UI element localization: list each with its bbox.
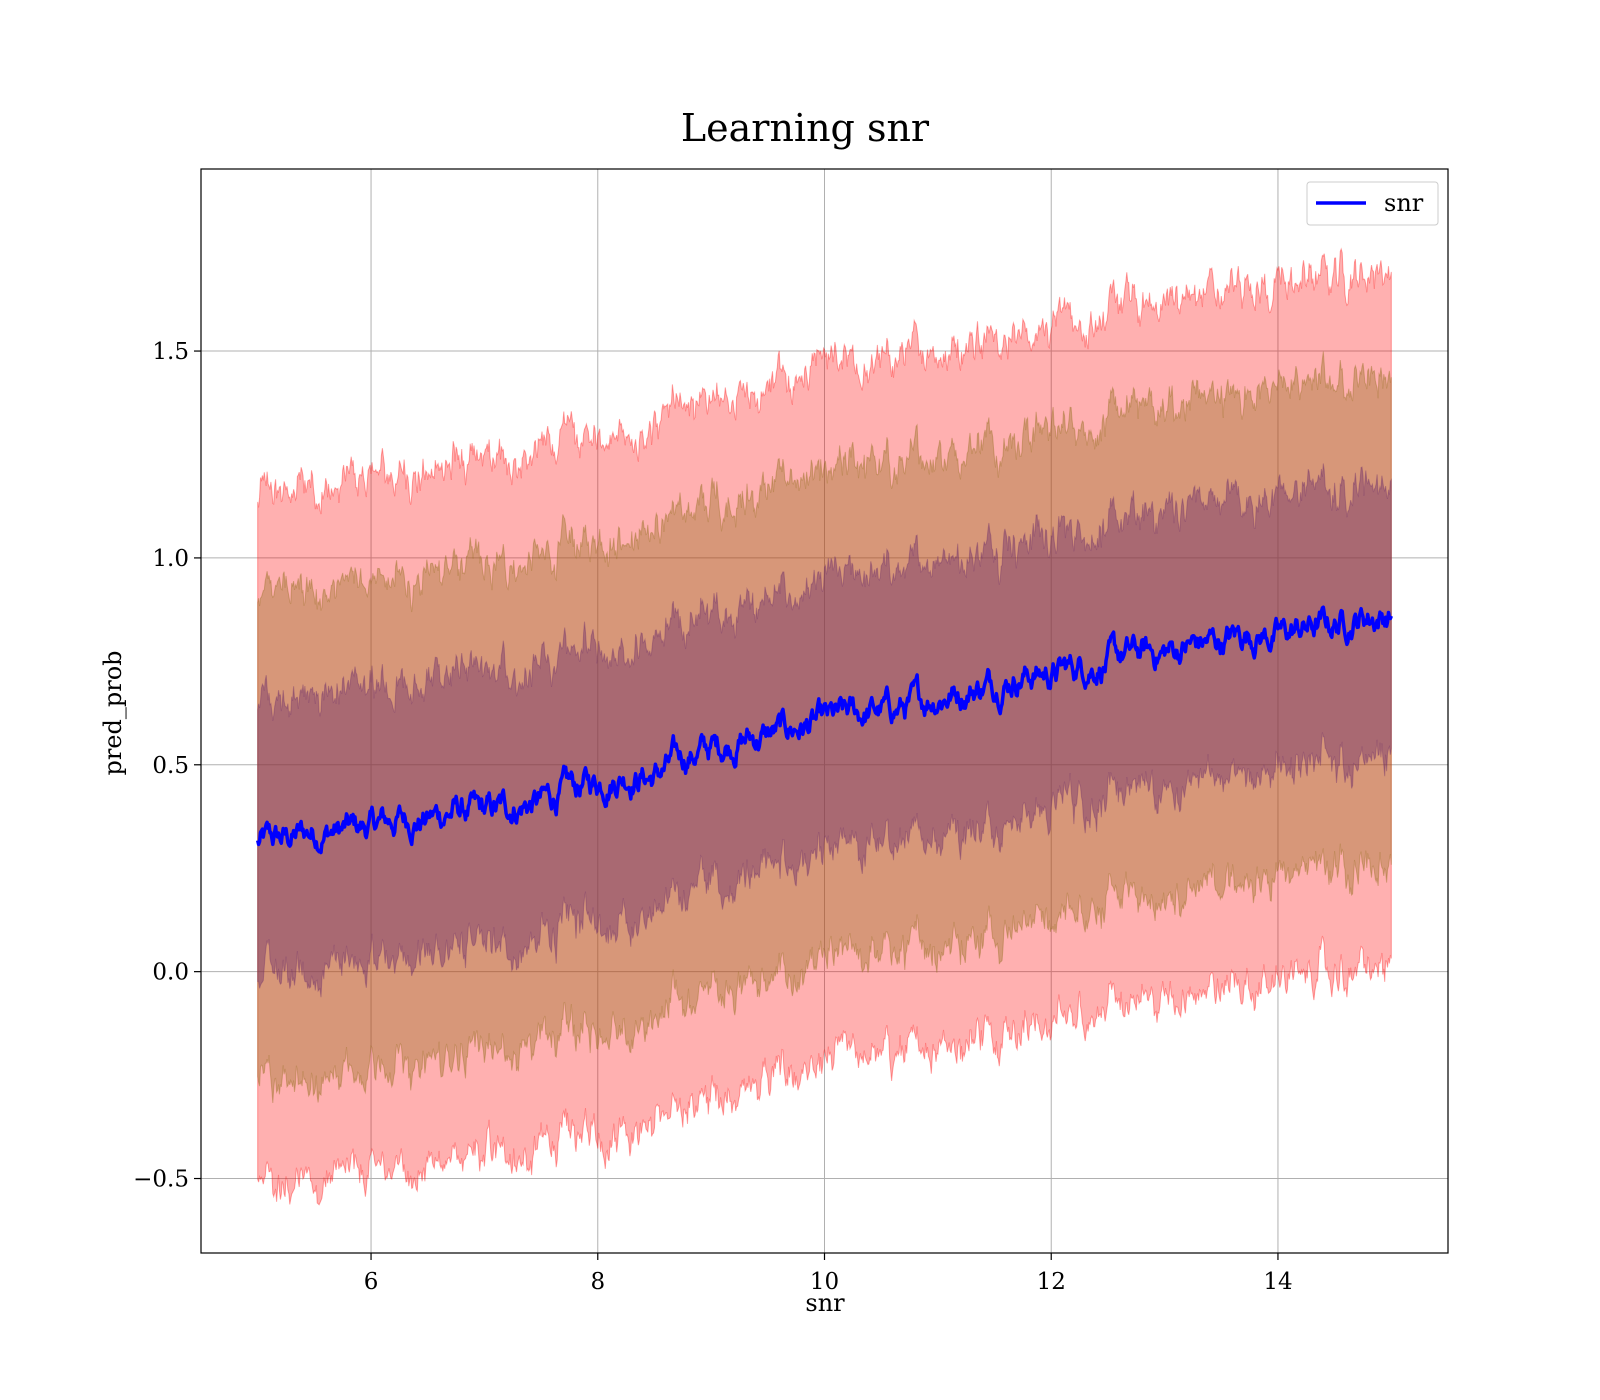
y-tick-label: −0.5	[133, 1167, 189, 1193]
legend-box	[1306, 181, 1439, 226]
y-axis-label: pred_prob	[99, 650, 127, 775]
y-tick-label: 1.0	[152, 546, 189, 572]
legend-entry-snr: snr	[1384, 189, 1424, 217]
legend: snr	[1306, 181, 1439, 226]
band-3-sigma	[257, 247, 1392, 1206]
confidence-bands	[257, 247, 1392, 1206]
x-tick-label: 10	[810, 1269, 839, 1295]
x-tick-label: 12	[1037, 1269, 1066, 1295]
y-tick-label: 1.5	[152, 339, 189, 365]
band-2-sigma	[257, 351, 1392, 1104]
series-lines	[255, 605, 1393, 855]
band-1-sigma	[257, 463, 1392, 998]
x-tick-label: 6	[364, 1269, 379, 1295]
y-tick-label: 0.0	[152, 960, 189, 986]
chart-title: Learning snr	[681, 106, 930, 150]
axis-ticks: 6 8 10 12 14 −0.5 0.0 0.5 1.0 1.5	[133, 339, 1292, 1295]
series-line-snr	[255, 605, 1393, 855]
x-tick-label: 8	[590, 1269, 605, 1295]
y-tick-label: 0.5	[152, 753, 189, 779]
x-tick-label: 14	[1263, 1269, 1292, 1295]
x-axis-label: snr	[805, 1289, 845, 1317]
